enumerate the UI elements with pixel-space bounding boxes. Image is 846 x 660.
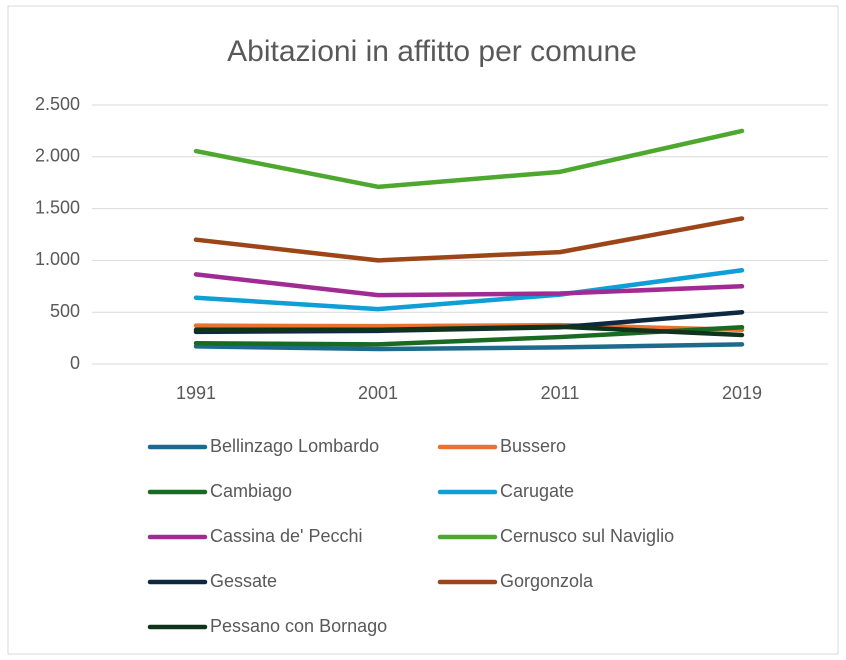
series-line bbox=[193, 272, 745, 298]
legend-label: Pessano con Bornago bbox=[210, 616, 387, 636]
series-line bbox=[193, 342, 745, 352]
y-tick-label: 1.000 bbox=[35, 249, 80, 269]
legend-label: Cambiago bbox=[210, 481, 292, 501]
y-tick-label: 500 bbox=[50, 301, 80, 321]
legend-label: Cassina de' Pecchi bbox=[210, 526, 363, 546]
y-tick-label: 1.500 bbox=[35, 197, 80, 217]
series-line bbox=[193, 216, 745, 263]
legend-label: Gorgonzola bbox=[500, 571, 594, 591]
x-tick-label: 2011 bbox=[541, 383, 580, 403]
series-line bbox=[193, 128, 745, 190]
legend-label: Gessate bbox=[210, 571, 277, 591]
legend-label: Carugate bbox=[500, 481, 574, 501]
y-tick-label: 2.500 bbox=[35, 94, 80, 114]
legend-label: Cernusco sul Naviglio bbox=[500, 526, 674, 546]
series-line bbox=[193, 267, 745, 312]
x-tick-label: 2001 bbox=[358, 383, 398, 403]
chart-title: Abitazioni in affitto per comune bbox=[227, 35, 637, 68]
legend-label: Bellinzago Lombardo bbox=[210, 436, 379, 456]
series-line bbox=[193, 322, 745, 333]
x-tick-label: 1991 bbox=[176, 383, 216, 403]
y-tick-label: 2.000 bbox=[35, 146, 80, 166]
series-line bbox=[193, 324, 745, 338]
x-tick-label: 2019 bbox=[722, 383, 762, 403]
legend-label: Bussero bbox=[500, 436, 566, 456]
y-tick-label: 0 bbox=[70, 353, 80, 373]
